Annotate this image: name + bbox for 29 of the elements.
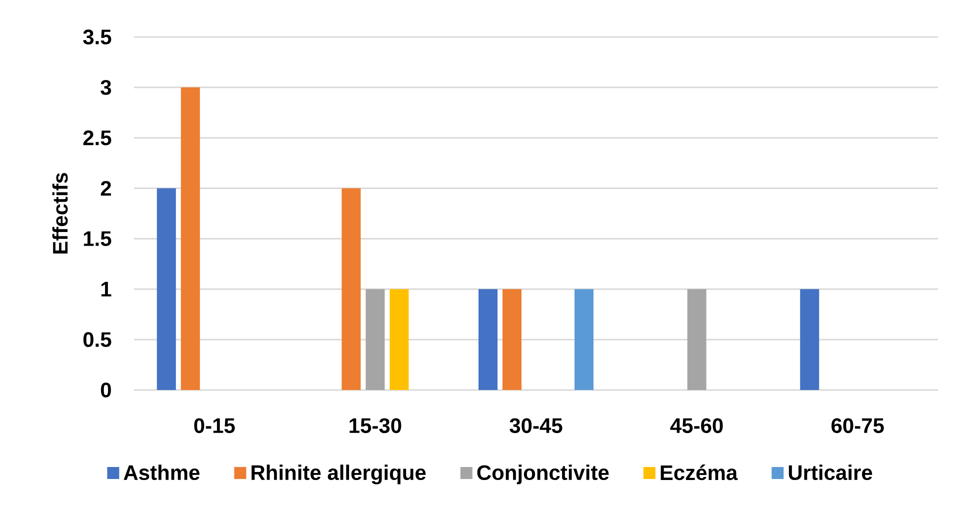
y-tick-label: 0.5 xyxy=(83,332,112,348)
y-tick-label: 3 xyxy=(100,80,112,95)
bar xyxy=(687,289,706,390)
legend-label: Rhinite allergique xyxy=(252,464,426,484)
legend-label: Urticaire xyxy=(788,464,872,480)
x-tick-label: 30-45 xyxy=(510,418,562,434)
bar xyxy=(390,289,409,390)
bar xyxy=(366,289,385,390)
bar xyxy=(800,289,820,390)
y-tick-label: 3.5 xyxy=(83,30,112,44)
bar xyxy=(502,289,522,390)
bar xyxy=(180,87,200,390)
legend-label: Asthme xyxy=(124,464,200,480)
bar xyxy=(342,188,361,390)
bar xyxy=(478,289,498,390)
y-tick-label: 1 xyxy=(101,282,112,296)
bar xyxy=(156,188,176,390)
y-axis-title: Effectifs xyxy=(52,172,68,254)
y-tick-label: 1.5 xyxy=(84,231,112,246)
y-tick-label: 0 xyxy=(100,382,111,398)
x-tick-label: 60-75 xyxy=(832,418,884,434)
bar xyxy=(574,289,594,390)
y-tick-label: 2 xyxy=(100,180,111,196)
legend-label: Eczéma xyxy=(660,464,738,480)
legend-label: Conjonctivite xyxy=(477,464,609,484)
x-tick-label: 0-15 xyxy=(194,418,235,434)
x-tick-label: 45-60 xyxy=(670,418,723,434)
y-tick-label: 2.5 xyxy=(83,130,112,146)
x-tick-label: 15-30 xyxy=(350,418,402,434)
